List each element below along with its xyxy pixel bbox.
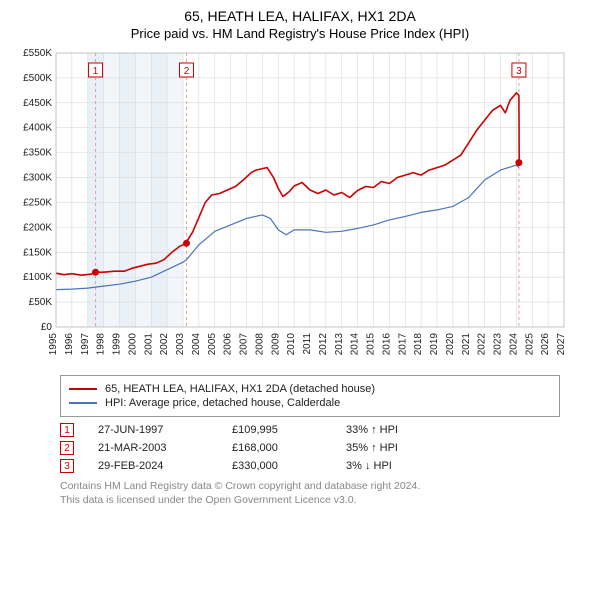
x-tick-label: 2014	[350, 333, 361, 356]
sale-date: 27-JUN-1997	[98, 424, 208, 436]
x-tick-label: 2019	[429, 333, 440, 356]
legend-label: 65, HEATH LEA, HALIFAX, HX1 2DA (detache…	[105, 383, 375, 395]
attribution-line: This data is licensed under the Open Gov…	[60, 493, 560, 507]
legend-item: HPI: Average price, detached house, Cald…	[69, 397, 551, 409]
sale-marker-label: 1	[93, 66, 99, 77]
sale-price: £168,000	[232, 442, 322, 454]
x-tick-label: 2023	[493, 333, 504, 356]
x-tick-label: 1999	[112, 333, 123, 356]
sale-diff: 33% ↑ HPI	[346, 424, 446, 436]
sale-marker-box: 1	[60, 423, 74, 437]
x-tick-label: 1997	[80, 333, 91, 356]
x-tick-label: 2025	[524, 333, 535, 356]
sale-date: 21-MAR-2003	[98, 442, 208, 454]
sale-date: 29-FEB-2024	[98, 460, 208, 472]
legend: 65, HEATH LEA, HALIFAX, HX1 2DA (detache…	[60, 375, 560, 417]
x-tick-label: 2006	[223, 333, 234, 356]
sales-table: 1 27-JUN-1997 £109,995 33% ↑ HPI 2 21-MAR-200…	[60, 423, 560, 473]
sale-row: 1 27-JUN-1997 £109,995 33% ↑ HPI	[60, 423, 560, 437]
sale-diff: 3% ↓ HPI	[346, 460, 446, 472]
x-tick-label: 2002	[159, 333, 170, 356]
x-tick-label: 2022	[477, 333, 488, 356]
sale-row: 2 21-MAR-2003 £168,000 35% ↑ HPI	[60, 441, 560, 455]
y-tick-label: £200K	[23, 222, 52, 233]
chart-subtitle: Price paid vs. HM Land Registry's House …	[10, 26, 590, 41]
x-tick-label: 1998	[96, 333, 107, 356]
legend-item: 65, HEATH LEA, HALIFAX, HX1 2DA (detache…	[69, 383, 551, 395]
y-tick-label: £350K	[23, 148, 52, 159]
x-tick-label: 2021	[461, 333, 472, 356]
price-chart: 1995 1996 1997 1998 1999 2000 2001 2002 2003 2004…	[10, 47, 590, 367]
x-tick-label: 2020	[445, 333, 456, 356]
y-tick-label: £150K	[23, 247, 52, 258]
sale-price: £109,995	[232, 424, 322, 436]
x-tick-label: 2004	[191, 333, 202, 356]
sale-price: £330,000	[232, 460, 322, 472]
x-tick-label: 2027	[556, 333, 567, 356]
x-tick-label: 2018	[413, 333, 424, 356]
chart-title: 65, HEATH LEA, HALIFAX, HX1 2DA	[10, 8, 590, 24]
x-tick-label: 2024	[508, 333, 519, 356]
legend-swatch	[69, 402, 97, 404]
x-tick-label: 2026	[540, 333, 551, 356]
x-tick-label: 2005	[207, 333, 218, 356]
sale-marker-box: 2	[60, 441, 74, 455]
x-tick-label: 2007	[239, 333, 250, 356]
x-tick-label: 2013	[334, 333, 345, 356]
sale-marker-label: 2	[184, 66, 190, 77]
y-tick-label: £500K	[23, 73, 52, 84]
x-tick-label: 2017	[397, 333, 408, 356]
x-tick-label: 2003	[175, 333, 186, 356]
x-tick-label: 2009	[270, 333, 281, 356]
sale-diff: 35% ↑ HPI	[346, 442, 446, 454]
x-tick-label: 1996	[64, 333, 75, 356]
sale-marker-label: 3	[516, 66, 522, 77]
y-tick-label: £300K	[23, 173, 52, 184]
sale-row: 3 29-FEB-2024 £330,000 3% ↓ HPI	[60, 459, 560, 473]
x-tick-label: 2015	[366, 333, 377, 356]
x-tick-label: 2001	[143, 333, 154, 356]
x-tick-label: 2011	[302, 333, 313, 355]
attribution: Contains HM Land Registry data © Crown c…	[60, 479, 560, 507]
x-tick-label: 1995	[48, 333, 59, 356]
x-tick-label: 2000	[127, 333, 138, 356]
sale-marker-box: 3	[60, 459, 74, 473]
legend-label: HPI: Average price, detached house, Cald…	[105, 397, 340, 409]
y-tick-label: £400K	[23, 123, 52, 134]
y-tick-label: £50K	[29, 297, 53, 308]
y-tick-label: £250K	[23, 197, 52, 208]
x-tick-label: 2012	[318, 333, 329, 356]
y-tick-label: £450K	[23, 98, 52, 109]
x-tick-label: 2010	[286, 333, 297, 356]
y-tick-label: £0	[41, 322, 53, 333]
attribution-line: Contains HM Land Registry data © Crown c…	[60, 479, 560, 493]
chart-svg: 1995 1996 1997 1998 1999 2000 2001 2002 2003 2004…	[10, 47, 570, 367]
x-tick-label: 2008	[254, 333, 265, 356]
y-tick-label: £550K	[23, 48, 52, 59]
legend-swatch	[69, 388, 97, 390]
x-tick-label: 2016	[381, 333, 392, 356]
y-tick-label: £100K	[23, 272, 52, 283]
